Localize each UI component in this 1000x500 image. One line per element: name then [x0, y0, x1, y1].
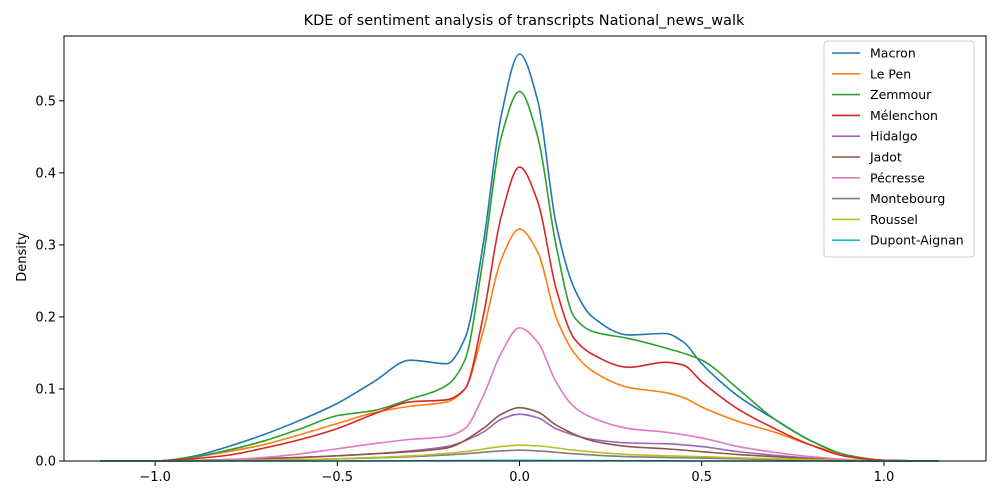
series-line-macron — [100, 53, 939, 462]
legend-label: Jadot — [869, 150, 902, 165]
legend-label: Mélenchon — [870, 108, 938, 123]
x-tick-label: −0.5 — [322, 470, 354, 485]
y-axis-label: Density — [15, 232, 30, 282]
series-line-pecresse — [100, 326, 939, 462]
chart-title: KDE of sentiment analysis of transcripts… — [304, 13, 745, 29]
y-tick-label: 0.3 — [35, 238, 56, 253]
series-line-hidalgo — [100, 413, 939, 462]
legend-label: Zemmour — [870, 87, 932, 102]
legend-label: Le Pen — [870, 66, 911, 81]
x-tick-label: 0.0 — [509, 470, 530, 485]
series-line-zemmour — [100, 90, 939, 462]
legend-label: Montebourg — [870, 191, 945, 206]
series-line-jadot — [100, 406, 939, 462]
y-tick-label: 0.5 — [35, 94, 56, 109]
series-line-melenchon — [100, 166, 939, 462]
series-line-roussel — [100, 444, 939, 462]
x-tick-label: 1.0 — [874, 470, 895, 485]
x-tick-label: 0.5 — [691, 470, 712, 485]
legend-label: Dupont-Aignan — [870, 233, 964, 248]
y-axis-ticks: 0.0 0.1 0.2 0.3 0.4 0.5 — [35, 94, 64, 470]
x-axis-ticks: −1.0 −0.5 0.0 0.5 1.0 — [139, 461, 894, 485]
legend-label: Pécresse — [870, 170, 925, 185]
legend-label: Macron — [870, 46, 916, 61]
x-tick-label: −1.0 — [139, 470, 171, 485]
legend-box — [823, 40, 975, 258]
y-tick-label: 0.0 — [35, 455, 56, 470]
y-tick-label: 0.4 — [35, 166, 56, 181]
plot-frame — [63, 35, 987, 462]
legend-label: Hidalgo — [870, 129, 918, 144]
plot-lines — [100, 53, 939, 462]
legend: Macron Le Pen Zemmour Mélenchon Hidalgo Jadot… — [823, 40, 975, 258]
y-tick-label: 0.1 — [35, 382, 56, 397]
legend-label: Roussel — [870, 212, 918, 227]
series-line-le-pen — [100, 228, 939, 462]
y-tick-label: 0.2 — [35, 310, 56, 325]
